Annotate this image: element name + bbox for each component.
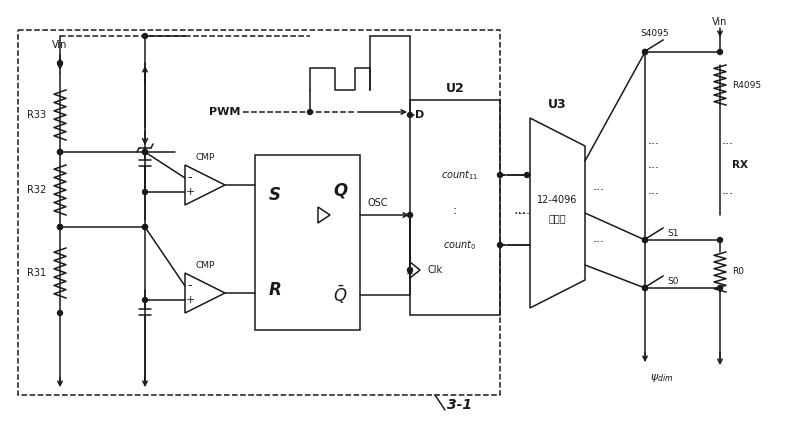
Text: Clk: Clk	[428, 265, 443, 275]
Text: R4095: R4095	[732, 80, 761, 89]
Text: ...: ...	[648, 133, 660, 146]
Text: S: S	[269, 186, 281, 204]
Text: R31: R31	[27, 268, 46, 278]
Bar	[255, 155, 360, 330]
Circle shape	[58, 311, 62, 315]
Text: +: +	[186, 295, 194, 305]
Circle shape	[58, 225, 62, 229]
Circle shape	[642, 238, 647, 242]
Text: S4095: S4095	[641, 29, 670, 38]
Circle shape	[498, 172, 502, 178]
Text: +: +	[186, 187, 194, 197]
Text: Vin: Vin	[712, 17, 728, 27]
Text: 译码器: 译码器	[549, 213, 566, 223]
Circle shape	[142, 149, 147, 155]
Text: OSC: OSC	[368, 198, 388, 208]
Circle shape	[58, 225, 62, 229]
Text: count$_{11}$: count$_{11}$	[442, 168, 478, 182]
Text: CMP: CMP	[195, 152, 214, 162]
Text: Q: Q	[333, 181, 347, 199]
Text: ...: ...	[519, 203, 531, 216]
Text: S0: S0	[667, 277, 678, 286]
Circle shape	[718, 286, 722, 290]
Text: CMP: CMP	[195, 260, 214, 270]
Text: ...: ...	[593, 232, 605, 245]
Text: ...: ...	[514, 203, 526, 217]
Text: R: R	[269, 281, 282, 299]
Circle shape	[642, 50, 647, 54]
Text: D: D	[415, 110, 424, 120]
Text: PWM: PWM	[209, 107, 240, 117]
Text: 12-4096: 12-4096	[538, 195, 578, 205]
Text: $\psi_{dim}$: $\psi_{dim}$	[650, 372, 674, 384]
Circle shape	[718, 50, 722, 54]
Text: count$_{0}$: count$_{0}$	[443, 238, 477, 252]
Text: $\bar{Q}$: $\bar{Q}$	[333, 284, 347, 306]
Circle shape	[718, 238, 722, 242]
Circle shape	[642, 238, 647, 242]
Text: -: -	[188, 280, 192, 292]
Circle shape	[142, 34, 147, 38]
Circle shape	[58, 149, 62, 155]
Text: U2: U2	[446, 82, 464, 95]
Circle shape	[58, 60, 62, 66]
Circle shape	[642, 286, 647, 290]
Text: ...: ...	[722, 133, 734, 146]
Text: ...: ...	[648, 184, 660, 197]
Text: R0: R0	[732, 267, 744, 276]
Text: ...: ...	[593, 181, 605, 194]
Text: S1: S1	[667, 229, 678, 238]
Text: Vin: Vin	[52, 40, 68, 50]
Circle shape	[642, 286, 647, 290]
Circle shape	[58, 149, 62, 155]
Circle shape	[407, 112, 413, 118]
Bar	[410, 100, 500, 315]
Text: RX: RX	[732, 160, 748, 170]
Circle shape	[142, 298, 147, 302]
Circle shape	[642, 50, 647, 54]
Text: ...: ...	[722, 184, 734, 197]
Circle shape	[407, 267, 413, 273]
Circle shape	[142, 225, 147, 229]
Circle shape	[307, 109, 313, 114]
Circle shape	[142, 149, 147, 155]
Circle shape	[407, 213, 413, 217]
Text: -: -	[188, 172, 192, 184]
Text: R32: R32	[26, 185, 46, 195]
Text: 3-1: 3-1	[447, 398, 472, 412]
Circle shape	[142, 190, 147, 194]
Text: U3: U3	[548, 98, 567, 111]
Circle shape	[498, 242, 502, 248]
Circle shape	[142, 225, 147, 229]
Circle shape	[525, 172, 530, 178]
Text: R33: R33	[27, 110, 46, 120]
Text: ...: ...	[648, 159, 660, 172]
Text: :: :	[453, 203, 457, 216]
